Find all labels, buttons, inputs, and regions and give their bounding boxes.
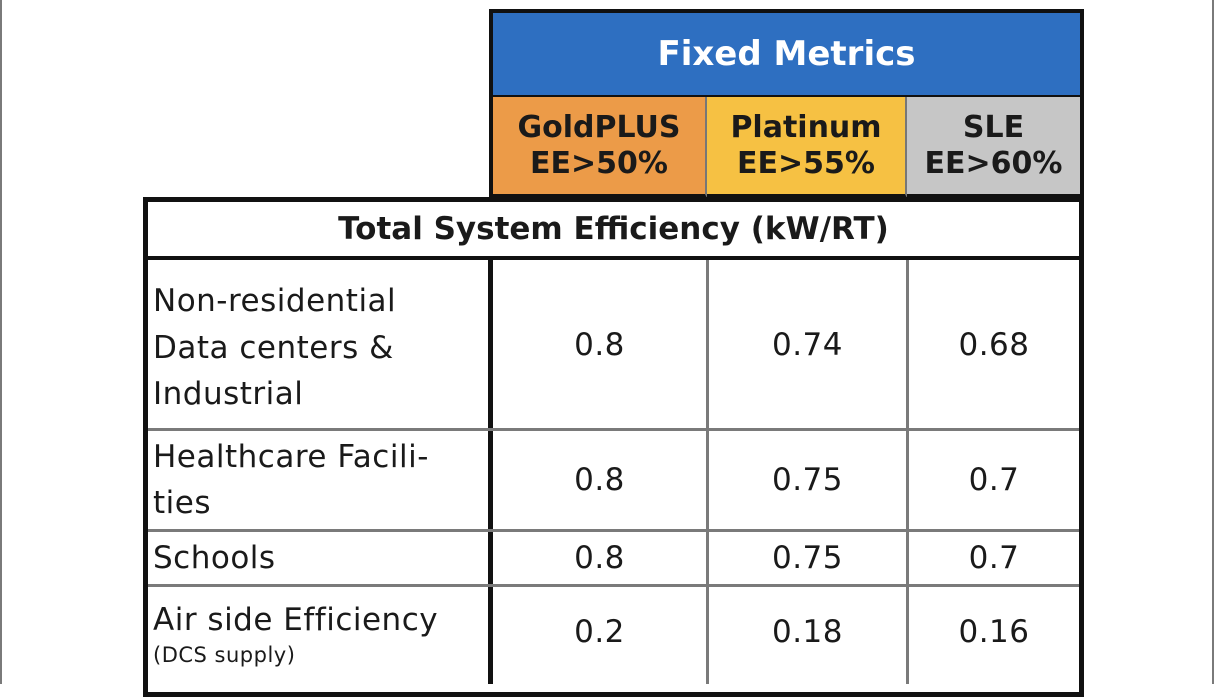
value-cell: 0.7 [968, 462, 1020, 498]
value-cell: 0.68 [958, 327, 1030, 363]
tier-threshold: EE>50% [530, 145, 668, 181]
row-label-note: (DCS supply) [153, 642, 296, 667]
row-label-line: Industrial [153, 376, 304, 413]
row-label-air-side: Air side Efficiency (DCS supply) [148, 590, 491, 674]
label-column-divider [488, 260, 493, 684]
value-cell: 0.74 [771, 327, 844, 363]
value-cell: 0.18 [771, 614, 844, 650]
value-cell: 0.8 [574, 462, 625, 498]
row-label-healthcare: Healthcare Facili- ties [148, 431, 491, 529]
tier-goldplus-header: GoldPLUS EE>50% [489, 97, 707, 198]
row-label-line: Healthcare Facili- [153, 438, 429, 475]
tier-name: SLE [962, 110, 1025, 146]
row-divider [148, 584, 1079, 587]
tier-name: GoldPLUS [517, 110, 681, 146]
row-label-non-residential: Non-residential Data centers & Industria… [148, 268, 491, 428]
page-edge-right [1212, 0, 1214, 684]
tier-name: Platinum [730, 110, 882, 146]
row-label-schools: Schools [148, 532, 491, 584]
row-label-line: Data centers & [153, 329, 394, 366]
row-label-line: Non-residential [153, 283, 397, 320]
value-cell: 0.7 [968, 540, 1020, 576]
column-divider [906, 260, 909, 684]
tier-platinum-header: Platinum EE>55% [707, 97, 907, 198]
tier-threshold: EE>55% [737, 145, 875, 181]
value-cell: 0.8 [574, 540, 625, 576]
row-label-line: Schools [153, 539, 276, 576]
value-cell: 0.75 [771, 462, 844, 498]
value-cell: 0.16 [958, 614, 1030, 650]
value-cell: 0.8 [574, 327, 625, 363]
column-divider [706, 260, 709, 684]
efficiency-table [143, 197, 1084, 697]
value-cell: 0.2 [574, 614, 625, 650]
section-title: Total System Efficiency (kW/RT) [148, 202, 1079, 260]
tier-sle-header: SLE EE>60% [907, 97, 1084, 198]
row-label-line: Air side Efficiency [153, 602, 439, 639]
row-divider [148, 529, 1079, 532]
value-cell: 0.75 [771, 540, 844, 576]
page-edge-left [0, 0, 2, 684]
row-label-line: ties [153, 485, 211, 521]
row-divider [148, 428, 1079, 431]
tier-threshold: EE>60% [924, 145, 1063, 181]
fixed-metrics-header: Fixed Metrics [489, 9, 1084, 97]
